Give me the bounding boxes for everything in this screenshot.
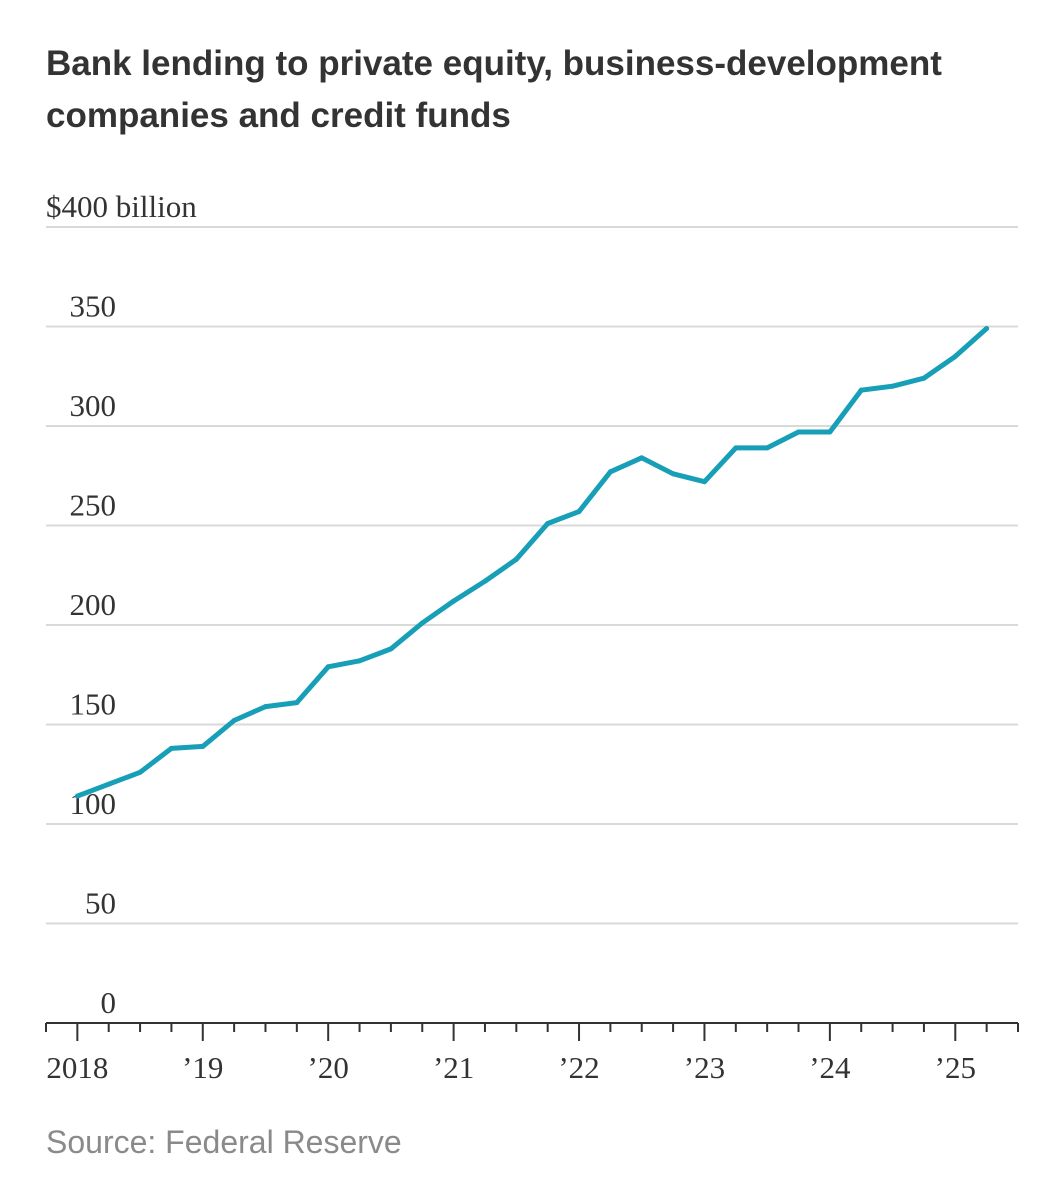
data-point [921,375,927,381]
data-point [827,429,833,435]
y-tick-label-300: 300 [70,388,117,423]
data-point [733,445,739,451]
data-point [388,646,394,652]
data-point [796,429,802,435]
gridlines [46,226,1018,925]
data-point [106,781,112,787]
data-point [262,704,268,710]
series-line-0 [76,326,989,799]
data-point [701,479,707,485]
data-point [858,387,864,393]
y-tick-label-250: 250 [70,488,117,523]
x-tick-label-2024: ’24 [809,1050,851,1085]
data-point [545,521,551,527]
data-point [200,743,206,749]
data-point [451,598,457,604]
data-point [325,664,331,670]
x-tick-label-2022: ’22 [558,1050,599,1085]
y-tick-label-400: $400 billion [46,189,197,224]
x-axis-labels: 2018 ’19 ’20 ’21 ’22 ’23 ’24 ’25 [46,1050,976,1085]
data-point [482,578,488,584]
data-point [137,769,143,775]
y-tick-label-0: 0 [101,985,117,1020]
data-point [576,509,582,515]
data-point [890,383,896,389]
data-point [513,556,519,562]
x-axis [45,1022,1019,1041]
data-point [639,455,645,461]
data-point [670,471,676,477]
y-tick-label-350: 350 [70,289,117,324]
data-point [607,469,613,475]
x-tick-label-2019: ’19 [182,1050,223,1085]
data-point [294,700,300,706]
y-tick-label-150: 150 [70,687,117,722]
x-tick-label-2023: ’23 [684,1050,725,1085]
data-point [357,658,363,664]
x-tick-label-2025: ’25 [935,1050,976,1085]
data-point [984,325,990,331]
data-point [764,445,770,451]
data-point [74,793,80,799]
y-tick-label-200: 200 [70,587,117,622]
data-point [231,718,237,724]
series-layer [74,325,990,799]
data-point [952,353,958,359]
x-tick-label-2020: ’20 [308,1050,349,1085]
data-point [419,620,425,626]
data-point [168,745,174,751]
chart-title: Bank lending to private equity, business… [46,44,942,135]
x-tick-label-2018: 2018 [46,1050,108,1085]
y-tick-label-50: 50 [85,886,116,921]
x-tick-label-2021: ’21 [433,1050,474,1085]
source-note: Source: Federal Reserve [46,1124,402,1160]
